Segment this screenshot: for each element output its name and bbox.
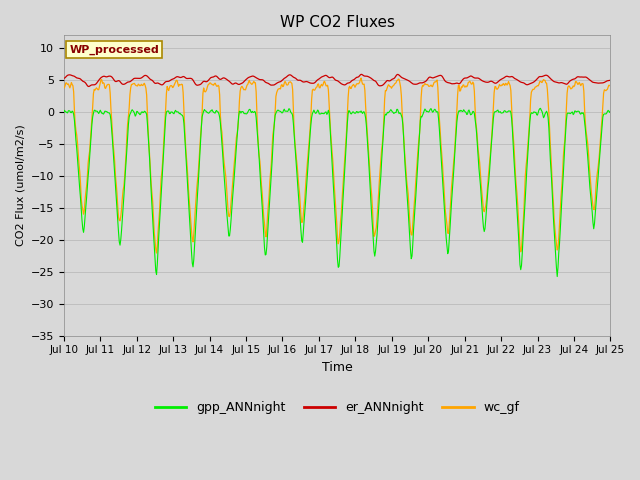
Line: er_ANNnight: er_ANNnight xyxy=(64,74,611,86)
gpp_ANNnight xyxy=(60,109,68,115)
gpp_ANNnight xyxy=(420,110,428,116)
wc_gf xyxy=(421,81,429,86)
wc_gf xyxy=(126,92,134,97)
wc_gf xyxy=(211,80,219,86)
gpp_ANNnight xyxy=(211,110,218,116)
er_ANNnight xyxy=(405,78,413,84)
gpp_ANNnight xyxy=(404,196,412,202)
Line: wc_gf: wc_gf xyxy=(64,78,611,253)
Title: WP CO2 Fluxes: WP CO2 Fluxes xyxy=(280,15,395,30)
gpp_ANNnight xyxy=(607,108,614,114)
er_ANNnight xyxy=(127,78,134,84)
er_ANNnight xyxy=(357,72,365,77)
er_ANNnight xyxy=(60,75,68,81)
X-axis label: Time: Time xyxy=(322,361,353,374)
Legend: gpp_ANNnight, er_ANNnight, wc_gf: gpp_ANNnight, er_ANNnight, wc_gf xyxy=(150,396,525,419)
Y-axis label: CO2 Flux (umol/m2/s): CO2 Flux (umol/m2/s) xyxy=(15,125,25,246)
er_ANNnight xyxy=(607,77,614,83)
wc_gf xyxy=(153,250,161,256)
gpp_ANNnight xyxy=(126,111,134,117)
wc_gf xyxy=(357,75,365,81)
wc_gf xyxy=(182,151,190,157)
gpp_ANNnight xyxy=(70,111,77,117)
wc_gf xyxy=(60,85,68,91)
gpp_ANNnight xyxy=(182,145,189,151)
er_ANNnight xyxy=(211,73,219,79)
er_ANNnight xyxy=(70,73,77,79)
gpp_ANNnight xyxy=(554,274,561,279)
er_ANNnight xyxy=(85,84,93,89)
wc_gf xyxy=(405,204,413,210)
gpp_ANNnight xyxy=(537,106,545,111)
wc_gf xyxy=(607,83,614,89)
er_ANNnight xyxy=(421,79,429,84)
wc_gf xyxy=(70,89,77,95)
Line: gpp_ANNnight: gpp_ANNnight xyxy=(64,108,611,276)
Text: WP_processed: WP_processed xyxy=(69,44,159,55)
er_ANNnight xyxy=(182,75,190,81)
